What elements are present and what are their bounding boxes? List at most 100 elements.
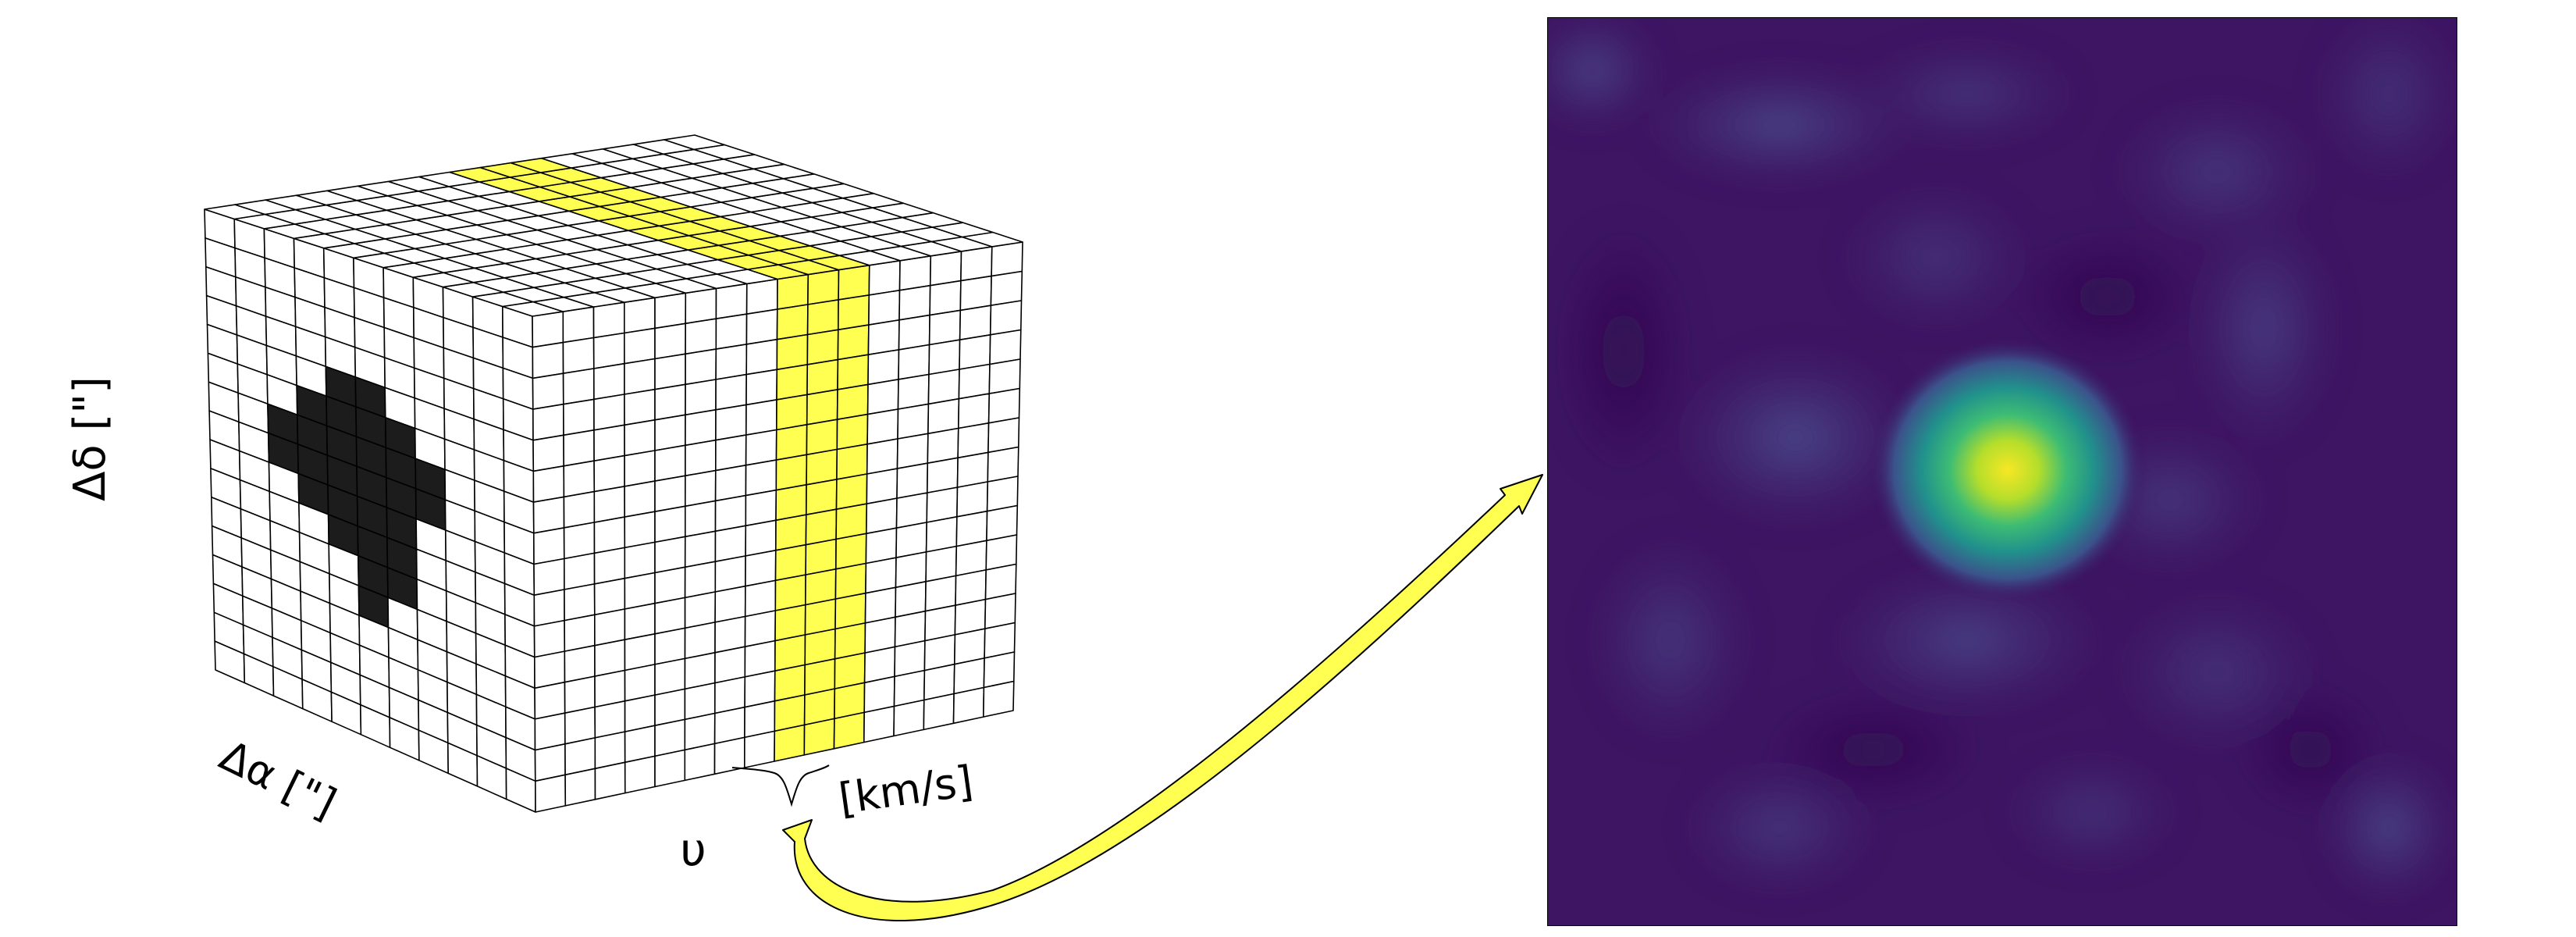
cube-cell — [685, 287, 717, 325]
cube-cell — [897, 403, 930, 440]
cube-cell — [927, 369, 960, 405]
cube-cell — [593, 516, 626, 554]
cube-cell — [623, 327, 656, 365]
cube-cell — [685, 318, 717, 355]
cube-cell — [532, 496, 565, 534]
cube-cell — [563, 460, 596, 498]
cube-cell — [775, 423, 808, 461]
cube-cell — [532, 372, 564, 410]
cube-cell — [991, 241, 1023, 277]
cube-front-face — [532, 241, 1023, 813]
cube-cell — [624, 541, 656, 579]
cube-cell — [958, 393, 991, 429]
cube-cell — [532, 341, 564, 379]
cube-cell — [684, 469, 717, 508]
channel-map — [1547, 17, 2457, 926]
cube-cell — [989, 300, 1023, 336]
cube-cell — [714, 434, 747, 472]
cube-cell — [867, 319, 900, 356]
cube-cell — [684, 530, 717, 568]
cube-cell — [715, 404, 747, 441]
cube-cell — [774, 724, 806, 762]
cube-cell — [624, 755, 656, 794]
cube-cell — [866, 379, 899, 415]
cube-cell — [593, 486, 626, 523]
cube-cell — [836, 413, 869, 451]
cube-cell — [685, 408, 717, 447]
cube-cell — [714, 494, 747, 533]
cube-cell — [806, 358, 839, 396]
cube-cell — [952, 686, 985, 725]
cube-cell — [593, 424, 625, 462]
cube-cell — [837, 324, 870, 361]
cube-cell — [715, 283, 748, 320]
cube-cell — [923, 693, 955, 731]
cube-cell — [898, 314, 930, 351]
cube-cell — [745, 338, 778, 376]
cube-top-face — [204, 134, 1023, 317]
cube-cell — [563, 552, 596, 590]
cube-cell — [592, 332, 625, 369]
cube-cell — [715, 373, 748, 411]
cube-cell — [775, 394, 808, 431]
cube-cell — [838, 264, 870, 301]
cube-cell — [684, 743, 716, 782]
cube-cell — [562, 368, 595, 405]
cube-cell — [898, 284, 931, 321]
data-cube — [204, 134, 1023, 813]
cube-cell — [898, 255, 932, 291]
cube-cell — [838, 294, 870, 331]
cube-cell — [867, 349, 900, 386]
cube-cell — [836, 443, 868, 480]
cube-cell — [928, 339, 961, 376]
cube-cell — [959, 275, 992, 312]
cube-cell — [958, 363, 991, 400]
cube-cell — [562, 306, 595, 344]
cube-cell — [533, 558, 565, 597]
cube-cell — [563, 490, 596, 529]
noise-structure — [1547, 17, 2457, 898]
cube-cell — [745, 369, 778, 406]
cube-cell — [983, 680, 1015, 718]
cube-cell — [836, 383, 869, 421]
curved-arrow — [782, 474, 1543, 922]
cube-cell — [592, 362, 625, 401]
cube-cell — [654, 505, 686, 543]
cube-cell — [593, 454, 625, 493]
cube-cell — [663, 134, 726, 151]
cube-cell — [684, 500, 717, 538]
cube-cell — [837, 354, 870, 390]
cube-cell — [562, 398, 595, 436]
cube-cell — [745, 489, 777, 527]
cube-cell — [868, 259, 901, 296]
cube-cell — [623, 297, 656, 334]
cube-cell — [893, 699, 925, 737]
cube-cell — [685, 348, 717, 386]
cube-cell — [927, 397, 960, 435]
cube-cell — [929, 280, 962, 316]
cube-cell — [563, 429, 595, 467]
cube-cell — [534, 774, 567, 813]
cube-cell — [654, 414, 686, 451]
cube-cell — [806, 448, 838, 486]
cube-cell — [532, 465, 565, 503]
cube-cell — [806, 299, 839, 336]
cube-cell — [624, 480, 656, 518]
cube-cell — [715, 344, 748, 380]
source-emission — [1869, 337, 2147, 603]
velocity-unit-label: [km/s] — [836, 756, 976, 823]
cube-cell — [624, 450, 656, 487]
cube-cell — [563, 522, 596, 560]
cube-cell — [564, 768, 596, 807]
cube-cell — [776, 333, 809, 371]
cube-cell — [532, 403, 564, 441]
cube-cell — [532, 434, 565, 472]
cube-cell — [685, 439, 717, 477]
cube-cell — [990, 270, 1023, 307]
cube-cell — [806, 419, 838, 456]
cube-cell — [775, 454, 808, 491]
cube-cell — [989, 329, 1022, 365]
cube-cell — [533, 589, 565, 627]
cube-cell — [624, 419, 656, 457]
